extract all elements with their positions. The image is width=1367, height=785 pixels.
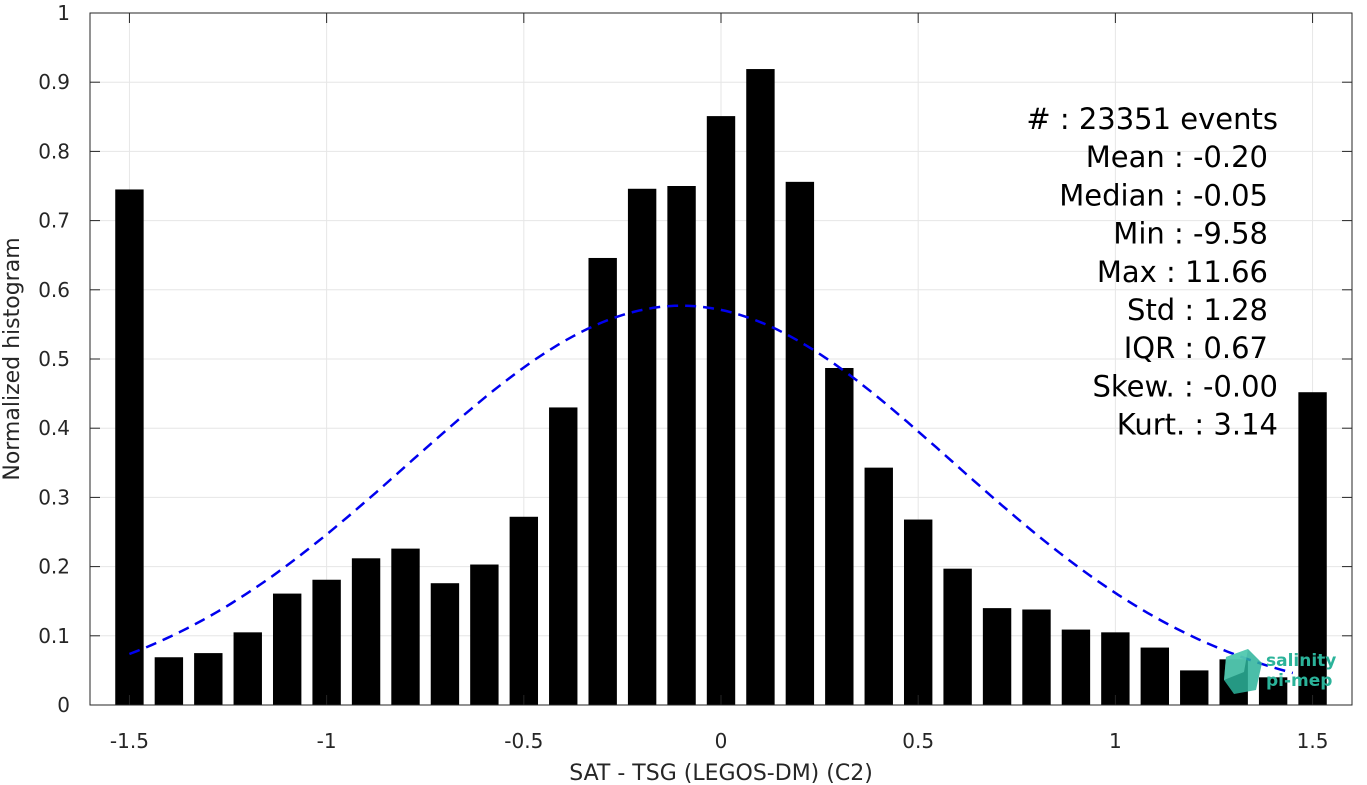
y-tick-label: 0.4: [38, 416, 70, 440]
x-tick-label: -1: [317, 729, 337, 753]
x-tick-label: 0: [715, 729, 728, 753]
y-tick-label: 0.1: [38, 624, 70, 648]
histogram-bar: [194, 653, 223, 705]
stat-line: Median : -0.05: [1059, 178, 1268, 212]
histogram-bar: [470, 564, 499, 705]
statistics-annotation: # : 23351 events Mean : -0.20 Median : -0.…: [1026, 102, 1278, 442]
logo-shape-facet: [1224, 649, 1248, 680]
stat-line: IQR : 0.67: [1124, 331, 1268, 365]
stat-line: Skew. : -0.00: [1092, 369, 1278, 403]
y-tick-label: 0.5: [38, 347, 70, 371]
histogram-bar: [864, 467, 893, 705]
histogram-bars: [115, 69, 1327, 705]
histogram-bar: [1298, 392, 1327, 705]
histogram-bar: [391, 548, 420, 705]
histogram-bar: [667, 186, 696, 705]
histogram-bar: [706, 116, 736, 705]
y-tick-labels: 0 0.1 0.2 0.3 0.4 0.5 0.6 0.7 0.8 0.9 1: [38, 1, 70, 717]
histogram-bar: [312, 579, 341, 705]
y-tick-label: 0.7: [38, 209, 70, 233]
histogram-bar: [825, 367, 854, 705]
histogram-bar: [903, 519, 933, 705]
histogram-bar: [115, 189, 144, 705]
y-tick-label: 0.3: [38, 485, 70, 509]
logo-text-line2: pi-mep: [1266, 671, 1332, 691]
y-axis-label: Normalized histogram: [0, 237, 25, 480]
histogram-bar: [351, 558, 381, 705]
stat-line: Kurt. : 3.14: [1117, 408, 1278, 442]
logo-text-line1: salinity: [1266, 651, 1336, 671]
histogram-bar: [272, 593, 302, 705]
histogram-bar: [943, 568, 972, 705]
stat-line: Max : 11.66: [1097, 255, 1268, 289]
y-tick-label: 0.6: [38, 278, 70, 302]
y-tick-label: 0.2: [38, 555, 70, 579]
histogram-bar: [549, 407, 578, 705]
x-tick-label: -1.5: [110, 729, 149, 753]
histogram-bar: [785, 181, 815, 705]
x-tick-labels: -1.5 -1 -0.5 0 0.5 1 1.5: [110, 729, 1329, 753]
histogram-bar: [1258, 677, 1288, 705]
x-axis-label: SAT - TSG (LEGOS-DM) (C2): [569, 761, 873, 785]
stat-line: Std : 1.28: [1127, 293, 1268, 327]
gaussian-fit-curve: [128, 304, 1294, 675]
histogram-bar: [1180, 670, 1209, 705]
x-tick-label: -0.5: [504, 729, 543, 753]
stat-line: Min : -9.58: [1113, 217, 1268, 251]
histogram-bar: [982, 608, 1012, 705]
histogram-bar: [233, 632, 262, 705]
histogram-bar: [746, 69, 775, 705]
x-tick-label: 1.5: [1297, 729, 1329, 753]
x-tick-label: 1: [1109, 729, 1122, 753]
axes: [89, 12, 1353, 706]
histogram-bar: [509, 516, 539, 705]
histogram-bar: [588, 257, 617, 705]
histogram-bar: [1061, 629, 1091, 705]
stat-line: Mean : -0.20: [1086, 140, 1268, 174]
y-tick-label: 0.9: [38, 70, 70, 94]
y-tick-label: 0.8: [38, 139, 70, 163]
histogram-bar: [627, 188, 657, 705]
histogram-bar: [1022, 609, 1051, 705]
histogram-bar: [430, 583, 460, 705]
y-tick-label: 0: [57, 693, 70, 717]
histogram-bar: [1101, 632, 1130, 705]
x-tick-label: 0.5: [902, 729, 934, 753]
salinity-pimep-logo: salinity pi-mep: [1224, 649, 1336, 694]
stat-line: # : 23351 events: [1026, 102, 1278, 136]
histogram-bar: [1140, 647, 1170, 705]
histogram-bar: [154, 657, 184, 705]
y-tick-label: 1: [57, 1, 70, 25]
